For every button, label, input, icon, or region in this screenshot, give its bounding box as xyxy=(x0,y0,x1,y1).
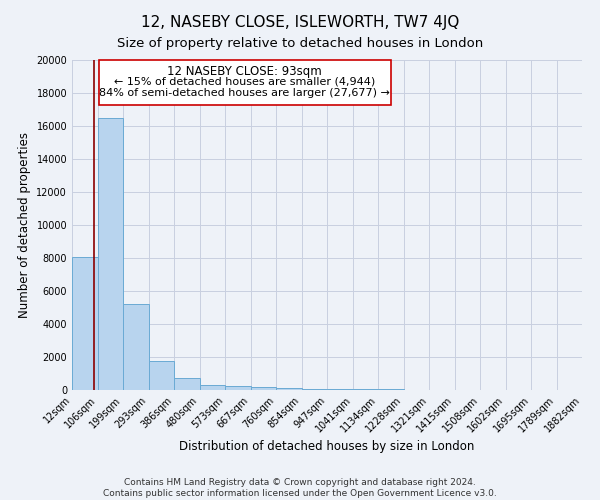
Text: Contains HM Land Registry data © Crown copyright and database right 2024.
Contai: Contains HM Land Registry data © Crown c… xyxy=(103,478,497,498)
Bar xyxy=(353,389,378,390)
Bar xyxy=(225,386,251,390)
Text: 12, NASEBY CLOSE, ISLEWORTH, TW7 4JQ: 12, NASEBY CLOSE, ISLEWORTH, TW7 4JQ xyxy=(141,15,459,30)
Text: Size of property relative to detached houses in London: Size of property relative to detached ho… xyxy=(117,38,483,51)
Bar xyxy=(149,361,174,390)
Y-axis label: Number of detached properties: Number of detached properties xyxy=(18,132,31,318)
Bar xyxy=(97,118,123,390)
Bar xyxy=(72,257,97,390)
Bar xyxy=(123,304,149,390)
X-axis label: Distribution of detached houses by size in London: Distribution of detached houses by size … xyxy=(179,440,475,452)
Bar xyxy=(199,385,225,390)
Text: ← 15% of detached houses are smaller (4,944): ← 15% of detached houses are smaller (4,… xyxy=(114,76,376,86)
Text: 84% of semi-detached houses are larger (27,677) →: 84% of semi-detached houses are larger (… xyxy=(100,88,390,98)
Bar xyxy=(251,387,276,390)
Bar xyxy=(174,378,199,390)
Bar xyxy=(302,388,327,390)
FancyBboxPatch shape xyxy=(99,60,391,104)
Bar xyxy=(327,389,353,390)
Text: 12 NASEBY CLOSE: 93sqm: 12 NASEBY CLOSE: 93sqm xyxy=(167,65,322,78)
Bar xyxy=(276,388,302,390)
